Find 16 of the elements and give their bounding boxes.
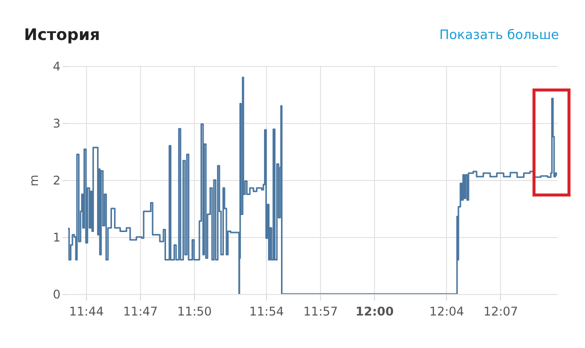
text: Показать больше xyxy=(439,28,559,43)
x-tick-label: 11:47 xyxy=(123,304,158,318)
y-tick-label: 3 xyxy=(52,116,60,130)
y-tick-label: 2 xyxy=(52,174,60,188)
x-tick-label: 11:44 xyxy=(69,304,104,318)
x-tick-label: 12:07 xyxy=(483,304,518,318)
y-tick-label: 0 xyxy=(52,288,60,302)
x-tick-label: 11:57 xyxy=(303,304,338,318)
x-tick-label: 11:50 xyxy=(177,304,212,318)
y-axis-title: m xyxy=(26,174,41,186)
y-tick-label: 1 xyxy=(52,230,60,244)
chart-title: История xyxy=(24,25,100,44)
x-tick-label: 12:04 xyxy=(429,304,464,318)
x-tick-label: 11:54 xyxy=(249,304,284,318)
x-tick-label: 12:00 xyxy=(356,304,394,318)
y-tick-label: 4 xyxy=(52,60,60,74)
